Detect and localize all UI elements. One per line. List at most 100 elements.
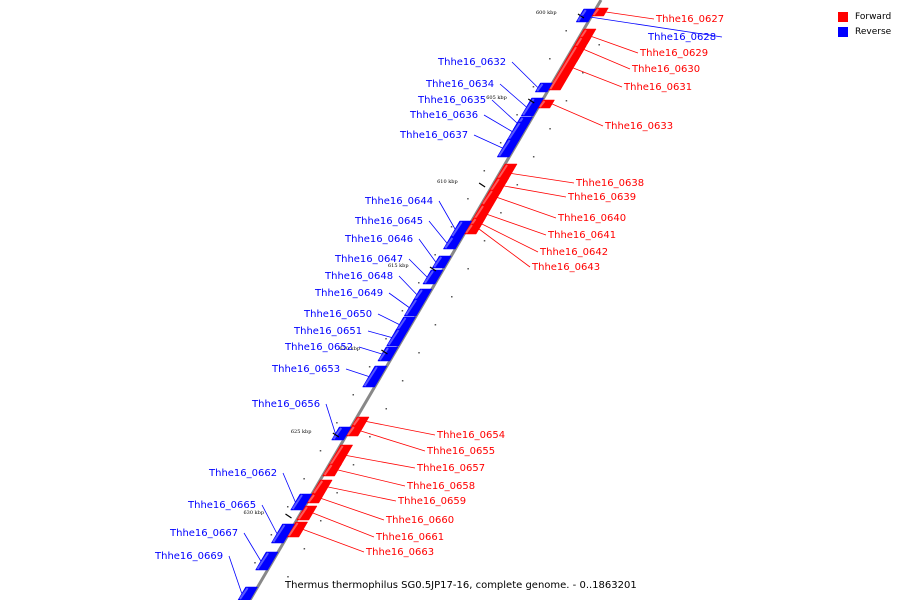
minor-tick bbox=[369, 436, 371, 438]
gene-thhe16_0667-shade bbox=[256, 552, 269, 570]
gene-label-thhe16_0634[interactable]: Thhe16_0634 bbox=[425, 79, 494, 90]
gene-label-thhe16_0628[interactable]: Thhe16_0628 bbox=[647, 32, 716, 43]
gene-thhe16_0653-mark bbox=[362, 365, 388, 388]
gene-label-thhe16_0630[interactable]: Thhe16_0630 bbox=[631, 64, 700, 75]
tick-mark bbox=[478, 182, 486, 188]
minor-tick bbox=[352, 394, 355, 396]
gene-thhe16_0669-mark bbox=[237, 586, 259, 600]
minor-tick bbox=[483, 170, 486, 172]
minor-tick bbox=[467, 268, 469, 270]
tick-mark bbox=[285, 513, 292, 519]
gene-label-thhe16_0633[interactable]: Thhe16_0633 bbox=[604, 121, 673, 132]
minor-tick bbox=[418, 282, 420, 284]
gene-thhe16_0661-shade bbox=[297, 506, 308, 520]
leader-thhe16_0646 bbox=[418, 238, 437, 263]
legend-swatch-reverse bbox=[838, 26, 848, 37]
gene-label-thhe16_0650[interactable]: Thhe16_0650 bbox=[303, 309, 372, 320]
leader-thhe16_0651 bbox=[367, 330, 392, 338]
gene-thhe16_0663-shade bbox=[288, 522, 299, 537]
gene-label-thhe16_0659[interactable]: Thhe16_0659 bbox=[397, 496, 466, 507]
gene-label-thhe16_0655[interactable]: Thhe16_0655 bbox=[426, 446, 495, 457]
gene-label-thhe16_0645[interactable]: Thhe16_0645 bbox=[354, 216, 423, 227]
gene-label-thhe16_0652[interactable]: Thhe16_0652 bbox=[284, 342, 353, 353]
leader-thhe16_0639 bbox=[504, 185, 567, 198]
gene-thhe16_0669-shade bbox=[239, 587, 249, 600]
leader-thhe16_0636 bbox=[483, 114, 513, 132]
gene-thhe16_0653-shade bbox=[363, 366, 378, 387]
leader-thhe16_0650 bbox=[377, 313, 400, 325]
gene-thhe16_0645-mark bbox=[442, 236, 463, 250]
gene-label-thhe16_0637[interactable]: Thhe16_0637 bbox=[399, 130, 468, 141]
gene-label-thhe16_0651[interactable]: Thhe16_0651 bbox=[293, 326, 362, 337]
gene-label-thhe16_0648[interactable]: Thhe16_0648 bbox=[324, 271, 393, 282]
gene-label-thhe16_0646[interactable]: Thhe16_0646 bbox=[344, 234, 413, 245]
gene-label-thhe16_0657[interactable]: Thhe16_0657 bbox=[416, 463, 485, 474]
tick-label: 620 kbp bbox=[339, 346, 360, 352]
gene-thhe16_0646-mark bbox=[431, 255, 452, 269]
gene-label-thhe16_0639[interactable]: Thhe16_0639 bbox=[567, 192, 636, 203]
gene-label-thhe16_0644[interactable]: Thhe16_0644 bbox=[364, 196, 433, 207]
gene-label-thhe16_0647[interactable]: Thhe16_0647 bbox=[334, 254, 403, 265]
gene-label-thhe16_0631[interactable]: Thhe16_0631 bbox=[623, 82, 692, 93]
gene-thhe16_0628-mark bbox=[575, 8, 597, 23]
leader-thhe16_0645 bbox=[428, 220, 448, 244]
gene-thhe16_0637-shade bbox=[498, 139, 511, 157]
gene-label-thhe16_0627[interactable]: Thhe16_0627 bbox=[655, 14, 724, 25]
gene-thhe16_0652-shade bbox=[378, 347, 389, 361]
gene-thhe16_0649-mark bbox=[403, 298, 427, 317]
leader-thhe16_0657 bbox=[346, 455, 416, 469]
gene-label-thhe16_0658[interactable]: Thhe16_0658 bbox=[406, 481, 475, 492]
gene-label-thhe16_0665[interactable]: Thhe16_0665 bbox=[187, 500, 256, 511]
tick-mark bbox=[381, 349, 388, 355]
gene-label-thhe16_0656[interactable]: Thhe16_0656 bbox=[251, 399, 320, 410]
gene-label-thhe16_0632[interactable]: Thhe16_0632 bbox=[437, 57, 506, 68]
gene-label-thhe16_0640[interactable]: Thhe16_0640 bbox=[557, 213, 626, 224]
minor-tick bbox=[287, 576, 289, 578]
gene-label-thhe16_0641[interactable]: Thhe16_0641 bbox=[547, 230, 616, 241]
gene-label-thhe16_0661[interactable]: Thhe16_0661 bbox=[375, 532, 444, 543]
gene-label-thhe16_0643[interactable]: Thhe16_0643 bbox=[531, 262, 600, 273]
gene-label-thhe16_0654[interactable]: Thhe16_0654 bbox=[436, 430, 505, 441]
minor-tick bbox=[286, 506, 289, 508]
gene-thhe16_0658-mark bbox=[322, 463, 342, 477]
minor-tick bbox=[516, 184, 519, 186]
gene-thhe16_0631-shade bbox=[549, 46, 577, 90]
leader-thhe16_0638 bbox=[511, 173, 575, 184]
gene-label-thhe16_0660[interactable]: Thhe16_0660 bbox=[385, 515, 454, 526]
gene-thhe16_0649-shade bbox=[405, 299, 417, 316]
minor-tick bbox=[319, 520, 322, 522]
gene-thhe16_0660-shade bbox=[307, 494, 315, 503]
gene-label-thhe16_0662[interactable]: Thhe16_0662 bbox=[208, 468, 277, 479]
gene-label-thhe16_0667[interactable]: Thhe16_0667 bbox=[169, 528, 238, 539]
gene-layer bbox=[237, 7, 609, 600]
gene-label-thhe16_0629[interactable]: Thhe16_0629 bbox=[639, 48, 708, 59]
minor-tick bbox=[418, 352, 420, 354]
minor-tick bbox=[467, 198, 469, 200]
gene-label-thhe16_0669[interactable]: Thhe16_0669 bbox=[154, 551, 223, 562]
gene-label-thhe16_0649[interactable]: Thhe16_0649 bbox=[314, 288, 383, 299]
gene-label-thhe16_0635[interactable]: Thhe16_0635 bbox=[417, 95, 486, 106]
minor-tick bbox=[450, 226, 453, 228]
minor-tick bbox=[303, 548, 306, 550]
minor-tick bbox=[434, 324, 437, 326]
gene-thhe16_0640-shade bbox=[482, 190, 493, 205]
gene-label-thhe16_0653[interactable]: Thhe16_0653 bbox=[271, 364, 340, 375]
tick-label: 630 kbp bbox=[243, 510, 264, 516]
gene-thhe16_0657-shade bbox=[329, 445, 344, 466]
gene-label-thhe16_0663[interactable]: Thhe16_0663 bbox=[365, 547, 434, 558]
gene-label-thhe16_0642[interactable]: Thhe16_0642 bbox=[539, 247, 608, 258]
gene-thhe16_0637-mark bbox=[496, 138, 521, 158]
legend-swatch-forward bbox=[838, 11, 848, 22]
gene-label-thhe16_0638[interactable]: Thhe16_0638 bbox=[575, 178, 644, 189]
legend-label-forward: Forward bbox=[855, 11, 892, 22]
leader-thhe16_0644 bbox=[438, 200, 456, 230]
tick-layer: 600 kbp 605 kbp 610 kbp 615 kbp 620 kbp 625 k… bbox=[243, 10, 600, 578]
leader-thhe16_0662 bbox=[282, 472, 296, 503]
leader-thhe16_0640 bbox=[497, 197, 557, 219]
gene-thhe16_0644-shade bbox=[451, 221, 463, 237]
gene-thhe16_0651-shade bbox=[387, 329, 400, 346]
minor-tick bbox=[336, 492, 338, 494]
gene-thhe16_0627-shade bbox=[592, 8, 600, 16]
gene-label-thhe16_0636[interactable]: Thhe16_0636 bbox=[409, 110, 478, 121]
